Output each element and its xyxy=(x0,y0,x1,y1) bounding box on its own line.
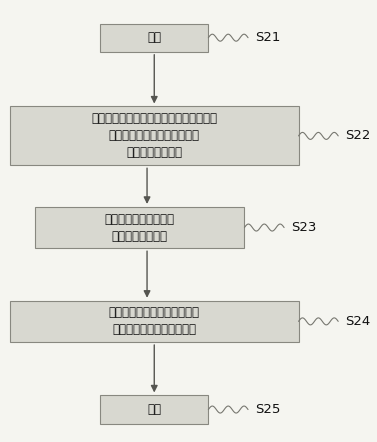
Text: S23: S23 xyxy=(291,221,317,234)
Text: S25: S25 xyxy=(255,403,280,416)
Bar xyxy=(100,23,208,52)
Text: 完成: 完成 xyxy=(147,403,161,416)
Text: 集中控制器向所述驱动器发送包括某个驱
动器第一地址以及第二地址的
设置第二地址命令: 集中控制器向所述驱动器发送包括某个驱 动器第一地址以及第二地址的 设置第二地址命… xyxy=(91,112,217,160)
Text: 驱动器对所述设置第二
地址命令进行解码: 驱动器对所述设置第二 地址命令进行解码 xyxy=(105,213,175,243)
Bar xyxy=(35,207,244,248)
Text: S24: S24 xyxy=(345,315,371,328)
Bar xyxy=(10,107,299,165)
Bar xyxy=(10,301,299,342)
Text: 开始: 开始 xyxy=(147,31,161,44)
Text: 第一地址对应的驱动器将所述
第二地址存储在该驱动器中: 第一地址对应的驱动器将所述 第二地址存储在该驱动器中 xyxy=(109,306,200,336)
Text: S21: S21 xyxy=(255,31,280,44)
Bar xyxy=(100,395,208,424)
Text: S22: S22 xyxy=(345,130,371,142)
